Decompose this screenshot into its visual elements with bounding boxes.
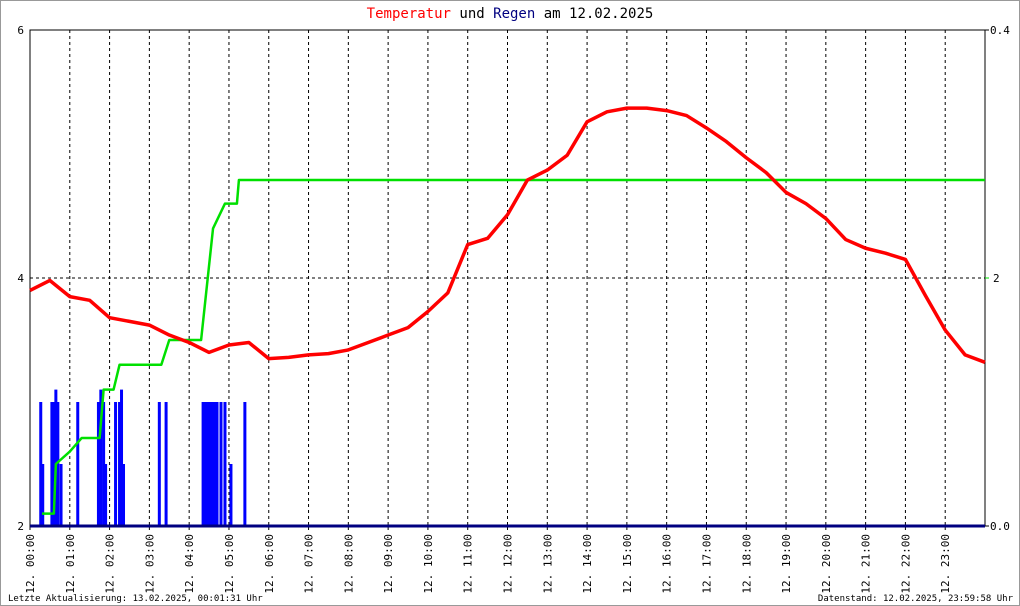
rain-bar xyxy=(56,402,60,526)
rain-bar xyxy=(59,464,63,526)
rain-bar xyxy=(201,402,205,526)
x-tick-label: 12. 09:00 xyxy=(382,534,395,594)
line-regensumme xyxy=(41,178,985,515)
rain-bar xyxy=(122,464,126,526)
rain-bar xyxy=(54,389,58,526)
rain-bar xyxy=(211,402,215,526)
x-tick-label: 12. 08:00 xyxy=(342,534,355,594)
x-tick-label: 12. 10:00 xyxy=(422,534,435,594)
x-tick-label: 12. 20:00 xyxy=(820,534,833,594)
x-tick-label: 12. 15:00 xyxy=(621,534,634,594)
x-tick-label: 12. 04:00 xyxy=(183,534,196,594)
rain-bar xyxy=(52,402,56,526)
rain-bar xyxy=(207,402,211,526)
rain-bar xyxy=(118,402,122,526)
x-tick-label: 12. 05:00 xyxy=(223,534,236,594)
rain-bar xyxy=(203,402,207,526)
rain-bar xyxy=(229,464,233,526)
x-tick-label: 12. 18:00 xyxy=(740,534,753,594)
y-tick-label: 2 xyxy=(17,520,24,533)
footer-right: Datenstand: 12.02.2025, 23:59:58 Uhr xyxy=(818,594,1014,604)
y-tick-label: 4 xyxy=(17,272,24,285)
title-part: Regen xyxy=(493,6,535,22)
rain-bar xyxy=(219,402,223,526)
rain-bar xyxy=(39,402,43,526)
title-part: am 12.02.2025 xyxy=(544,6,654,22)
rain-bar xyxy=(104,464,108,526)
y2-tick-label: 0.4 xyxy=(990,24,1010,37)
rain-bar xyxy=(114,402,118,526)
rain-bar xyxy=(120,389,124,526)
rain-bar xyxy=(96,402,100,526)
title-part: Temperatur xyxy=(367,6,451,22)
rain-bar xyxy=(99,389,103,526)
rain-bar xyxy=(76,402,80,526)
x-tick-label: 12. 22:00 xyxy=(899,534,912,594)
x-tick-label: 12. 01:00 xyxy=(64,534,77,594)
rain-bar xyxy=(205,402,209,526)
rain-bar xyxy=(243,402,247,526)
x-tick-label: 12. 07:00 xyxy=(303,534,316,594)
x-tick-label: 12. 21:00 xyxy=(860,534,873,594)
x-tick-label: 12. 11:00 xyxy=(462,534,475,594)
x-tick-label: 12. 03:00 xyxy=(143,534,156,594)
y3-tick-label: 2 xyxy=(993,272,1000,285)
rain-bar xyxy=(164,402,168,526)
chart-title: Temperatur und Regen am 12.02.2025 xyxy=(367,6,654,22)
rain-bar xyxy=(50,402,54,526)
x-tick-label: 12. 14:00 xyxy=(581,534,594,594)
x-tick-label: 12. 02:00 xyxy=(104,534,117,594)
rain-bar xyxy=(41,464,45,526)
title-part: und xyxy=(459,6,484,22)
y-tick-label: 6 xyxy=(17,24,24,37)
rain-bar xyxy=(157,402,161,526)
y2-tick-label: 0.0 xyxy=(990,520,1010,533)
rain-bar xyxy=(209,402,213,526)
line-temperatur xyxy=(29,106,986,364)
x-tick-label: 12. 23:00 xyxy=(939,534,952,594)
rain-bar xyxy=(223,402,227,526)
x-tick-label: 12. 17:00 xyxy=(700,534,713,594)
x-tick-label: 12. 16:00 xyxy=(661,534,674,594)
rain-bar xyxy=(213,402,217,526)
rain-bar xyxy=(102,402,106,526)
x-tick-label: 12. 19:00 xyxy=(780,534,793,594)
x-tick-label: 12. 13:00 xyxy=(541,534,554,594)
rain-bar xyxy=(215,402,219,526)
footer-left: Letzte Aktualisierung: 13.02.2025, 00:01… xyxy=(8,594,263,604)
x-tick-label: 12. 06:00 xyxy=(263,534,276,594)
x-tick-label: 12. 12:00 xyxy=(502,534,515,594)
x-tick-label: 12. 00:00 xyxy=(24,534,37,594)
